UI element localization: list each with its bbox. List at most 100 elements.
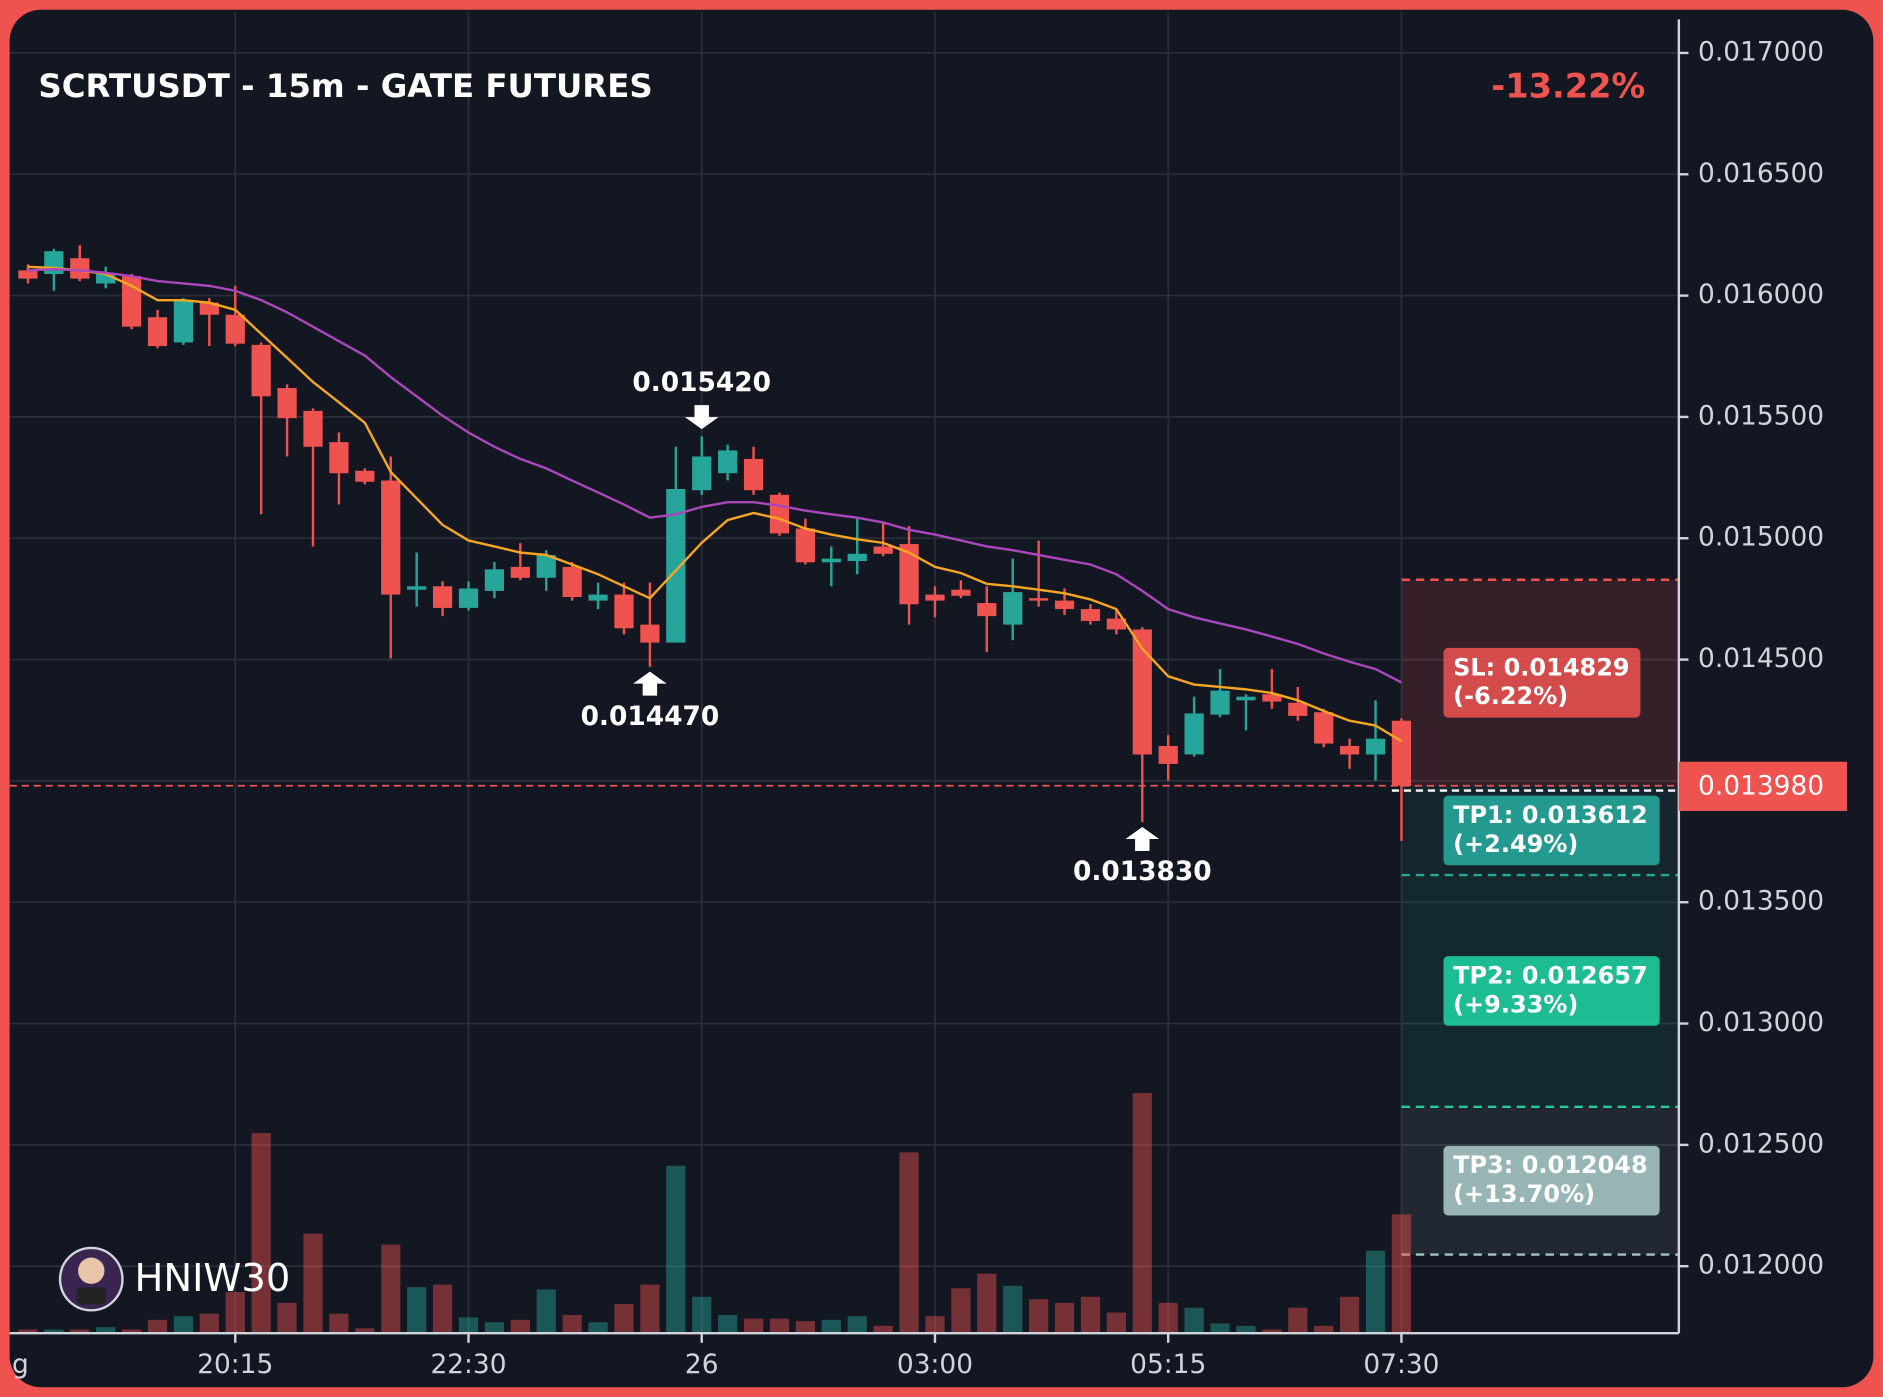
- candle-body: [355, 470, 375, 482]
- volume-bar: [1365, 1250, 1386, 1334]
- level-sub: (+13.70%): [1453, 1180, 1595, 1208]
- candle-body: [1314, 712, 1334, 744]
- volume-bar: [96, 1327, 116, 1334]
- volume-bar: [588, 1322, 608, 1334]
- x-tick-label: 07:30: [1363, 1349, 1439, 1380]
- volume-bar: [355, 1328, 375, 1334]
- volume-bar: [147, 1319, 168, 1334]
- volume-bar: [1314, 1325, 1334, 1334]
- volume-bar: [1054, 1302, 1075, 1334]
- candle-body: [70, 258, 90, 279]
- level-sub: (+2.49%): [1453, 830, 1578, 858]
- volume-bar: [510, 1319, 530, 1334]
- volume-bar: [692, 1296, 712, 1334]
- candle-body: [1080, 609, 1101, 621]
- candle-body: [1158, 745, 1178, 764]
- volume-bar: [199, 1313, 219, 1334]
- volume-bar: [718, 1314, 738, 1334]
- volume-bar: [1132, 1092, 1152, 1334]
- x-edge-label: g: [12, 1349, 29, 1380]
- last-price-tag: [1678, 761, 1847, 811]
- y-tick-label: 0.012500: [1698, 1128, 1824, 1159]
- candle-body: [432, 586, 453, 608]
- ma-line: [27, 267, 1402, 684]
- candle-body: [692, 456, 712, 491]
- volume-bar: [640, 1284, 660, 1334]
- volume-bar: [18, 1329, 38, 1334]
- volume-bar: [769, 1318, 790, 1334]
- level-sub: (-6.22%): [1453, 682, 1568, 710]
- x-tick-label: 03:00: [897, 1349, 973, 1380]
- candle-body: [510, 566, 530, 578]
- candle-body: [303, 410, 323, 447]
- y-tick-label: 0.012000: [1698, 1250, 1824, 1281]
- volume-bar: [432, 1284, 453, 1334]
- level-box: [1443, 956, 1660, 1026]
- candle-body: [666, 488, 686, 643]
- x-tick-label: 20:15: [197, 1349, 273, 1380]
- volume-bar: [1391, 1214, 1412, 1334]
- volume-bar: [821, 1319, 841, 1334]
- ma-line: [27, 265, 1403, 743]
- y-tick-label: 0.013500: [1698, 886, 1824, 917]
- volume-bar: [303, 1233, 323, 1334]
- candle-body: [614, 594, 634, 629]
- volume-bar: [536, 1289, 556, 1334]
- volume-bar: [1106, 1312, 1126, 1334]
- candle-body: [173, 300, 194, 343]
- volume-bar: [225, 1291, 245, 1334]
- volume-bar: [1210, 1323, 1230, 1334]
- level-label: TP1: 0.013612: [1453, 801, 1648, 829]
- volume-bar: [251, 1133, 271, 1334]
- candle-body: [96, 274, 116, 284]
- chart-title: SCRTUSDT - 15m - GATE FUTURES: [38, 67, 652, 105]
- volume-bar: [614, 1304, 634, 1334]
- candle-body: [795, 528, 815, 563]
- candle-body: [873, 546, 893, 554]
- candle-body: [925, 594, 945, 601]
- volume-bar: [1080, 1296, 1101, 1334]
- candle-body: [1029, 598, 1049, 601]
- annotation-arrow: [633, 671, 667, 696]
- candle-body: [407, 586, 427, 590]
- level-sub: (+9.33%): [1453, 990, 1578, 1018]
- candle-body: [1054, 600, 1075, 610]
- candle-body: [718, 450, 738, 474]
- candle-body: [1106, 618, 1126, 630]
- candle-body: [769, 494, 790, 534]
- annotation-arrow: [684, 405, 719, 430]
- volume-bar: [381, 1244, 401, 1334]
- watermark: HNIW30: [135, 1256, 291, 1301]
- annotation-arrow: [1125, 826, 1160, 851]
- candle-body: [1391, 720, 1412, 786]
- volume-bar: [1236, 1325, 1256, 1334]
- volume-bar: [951, 1288, 971, 1334]
- volume-bar: [1288, 1307, 1308, 1334]
- candle-body: [1236, 696, 1256, 701]
- volume-bar: [925, 1316, 945, 1334]
- background: [9, 9, 1874, 1388]
- volume-bar: [666, 1165, 686, 1334]
- annotation-label: 0.013830: [1073, 856, 1212, 887]
- candle-body: [329, 442, 349, 474]
- volume-bar: [70, 1329, 90, 1334]
- volume-bar: [977, 1273, 997, 1334]
- candle-body: [1210, 690, 1230, 715]
- avatar: [58, 1246, 124, 1312]
- x-tick-label: 26: [685, 1349, 719, 1380]
- volume-bar: [407, 1287, 427, 1334]
- y-tick-label: 0.015000: [1698, 522, 1824, 553]
- volume-bar: [1158, 1302, 1178, 1334]
- candle-body: [1184, 713, 1204, 755]
- change-label: -13.22%: [1491, 66, 1645, 105]
- candle-body: [484, 569, 505, 591]
- candle-body: [588, 594, 608, 601]
- annotation-label: 0.015420: [632, 367, 771, 398]
- level-box: [1443, 795, 1660, 866]
- volume-bar: [1340, 1296, 1360, 1334]
- candle-body: [147, 317, 168, 347]
- candle-body: [18, 270, 38, 279]
- candle-body: [1288, 702, 1308, 716]
